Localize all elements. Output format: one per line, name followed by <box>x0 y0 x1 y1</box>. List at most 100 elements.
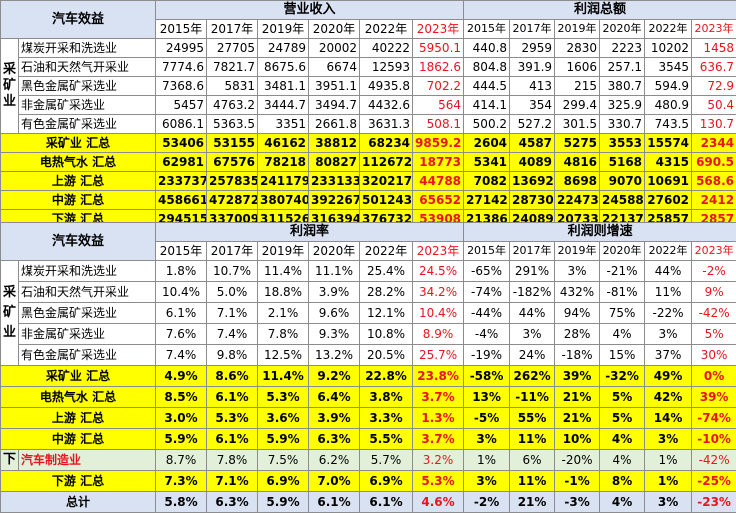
value-cell: 257.1 <box>600 58 645 77</box>
row-label: 上游 汇总 <box>1 408 156 429</box>
value-cell: 25.7% <box>413 345 464 366</box>
value-cell: 7082 <box>464 172 510 191</box>
year-header: 2019年 <box>555 20 600 39</box>
value-cell: -25% <box>692 471 736 492</box>
value-cell: 5.9% <box>258 492 309 513</box>
value-cell: 3.8% <box>360 387 413 408</box>
value-cell: 9.8% <box>207 345 258 366</box>
value-cell: 9% <box>692 282 736 303</box>
value-cell: 3494.7 <box>309 96 360 115</box>
value-cell: 28730 <box>510 191 555 210</box>
value-cell: 3553 <box>600 134 645 153</box>
value-cell: 3951.1 <box>309 77 360 96</box>
value-cell: 1.8% <box>156 261 207 282</box>
value-cell: 21% <box>510 492 555 513</box>
value-cell: 6.1% <box>207 387 258 408</box>
value-cell: 3.3% <box>360 408 413 429</box>
value-cell: 4.9% <box>156 366 207 387</box>
value-cell: 15574 <box>645 134 692 153</box>
year-header: 2023年 <box>413 242 464 261</box>
value-cell: 2.1% <box>258 303 309 324</box>
value-cell: 414.1 <box>464 96 510 115</box>
value-cell: 10691 <box>645 172 692 191</box>
value-cell: 10.4% <box>413 303 464 324</box>
value-cell: 3.7% <box>413 387 464 408</box>
value-cell: -19% <box>464 345 510 366</box>
value-cell: 4% <box>600 429 645 450</box>
value-cell: 12593 <box>360 58 413 77</box>
value-cell: 9.3% <box>309 324 360 345</box>
value-cell: 4315 <box>645 153 692 172</box>
value-cell: 15% <box>600 345 645 366</box>
value-cell: 5950.1 <box>413 39 464 58</box>
year-header: 2019年 <box>258 242 309 261</box>
category-label: 下 <box>1 450 19 471</box>
value-cell: -1% <box>555 471 600 492</box>
value-cell: 10.8% <box>360 324 413 345</box>
row-label: 有色金属矿采选业 <box>19 345 156 366</box>
value-cell: 50.4 <box>692 96 736 115</box>
revenue-header: 营业收入 <box>156 1 464 20</box>
value-cell: 392267 <box>309 191 360 210</box>
value-cell: 20002 <box>309 39 360 58</box>
value-cell: 5.3% <box>413 471 464 492</box>
table-title: 汽车效益 <box>1 1 156 39</box>
value-cell: 3.9% <box>309 282 360 303</box>
value-cell: 440.8 <box>464 39 510 58</box>
value-cell: 7.1% <box>207 303 258 324</box>
value-cell: 7.0% <box>309 471 360 492</box>
value-cell: 380.7 <box>600 77 645 96</box>
value-cell: 21% <box>555 408 600 429</box>
value-cell: 301.5 <box>555 115 600 134</box>
row-label: 煤炭开采和洗选业 <box>19 261 156 282</box>
year-header: 2022年 <box>360 242 413 261</box>
value-cell: 5% <box>692 324 736 345</box>
year-header: 2022年 <box>645 20 692 39</box>
year-header: 2017年 <box>510 242 555 261</box>
value-cell: 24% <box>510 345 555 366</box>
value-cell: 37% <box>645 345 692 366</box>
margin-header: 利润率 <box>156 223 464 242</box>
value-cell: 6086.1 <box>156 115 207 134</box>
value-cell: 5.8% <box>156 492 207 513</box>
value-cell: 257835 <box>207 172 258 191</box>
profit-header: 利润总额 <box>464 1 736 20</box>
value-cell: -44% <box>464 303 510 324</box>
value-cell: -18% <box>555 345 600 366</box>
value-cell: -11% <box>510 387 555 408</box>
value-cell: 10.7% <box>207 261 258 282</box>
value-cell: 2604 <box>464 134 510 153</box>
value-cell: 1458 <box>692 39 736 58</box>
value-cell: 702.2 <box>413 77 464 96</box>
value-cell: 6.1% <box>156 303 207 324</box>
value-cell: 5831 <box>207 77 258 96</box>
value-cell: 3351 <box>258 115 309 134</box>
value-cell: 330.7 <box>600 115 645 134</box>
value-cell: 3% <box>510 324 555 345</box>
value-cell: 444.5 <box>464 77 510 96</box>
value-cell: 25.4% <box>360 261 413 282</box>
row-label: 电热气水 汇总 <box>1 153 156 172</box>
value-cell: 5.9% <box>258 429 309 450</box>
value-cell: 24789 <box>258 39 309 58</box>
value-cell: -23% <box>692 492 736 513</box>
value-cell: 5.5% <box>360 429 413 450</box>
value-cell: 5168 <box>600 153 645 172</box>
year-header: 2015年 <box>156 242 207 261</box>
value-cell: 5341 <box>464 153 510 172</box>
value-cell: 6.1% <box>207 429 258 450</box>
value-cell: 0% <box>692 366 736 387</box>
value-cell: 7.6% <box>156 324 207 345</box>
value-cell: -2% <box>464 492 510 513</box>
value-cell: 22473 <box>555 191 600 210</box>
value-cell: 94% <box>555 303 600 324</box>
value-cell: 7.8% <box>207 450 258 471</box>
value-cell: 5457 <box>156 96 207 115</box>
value-cell: 391.9 <box>510 58 555 77</box>
year-header: 2023年 <box>413 20 464 39</box>
